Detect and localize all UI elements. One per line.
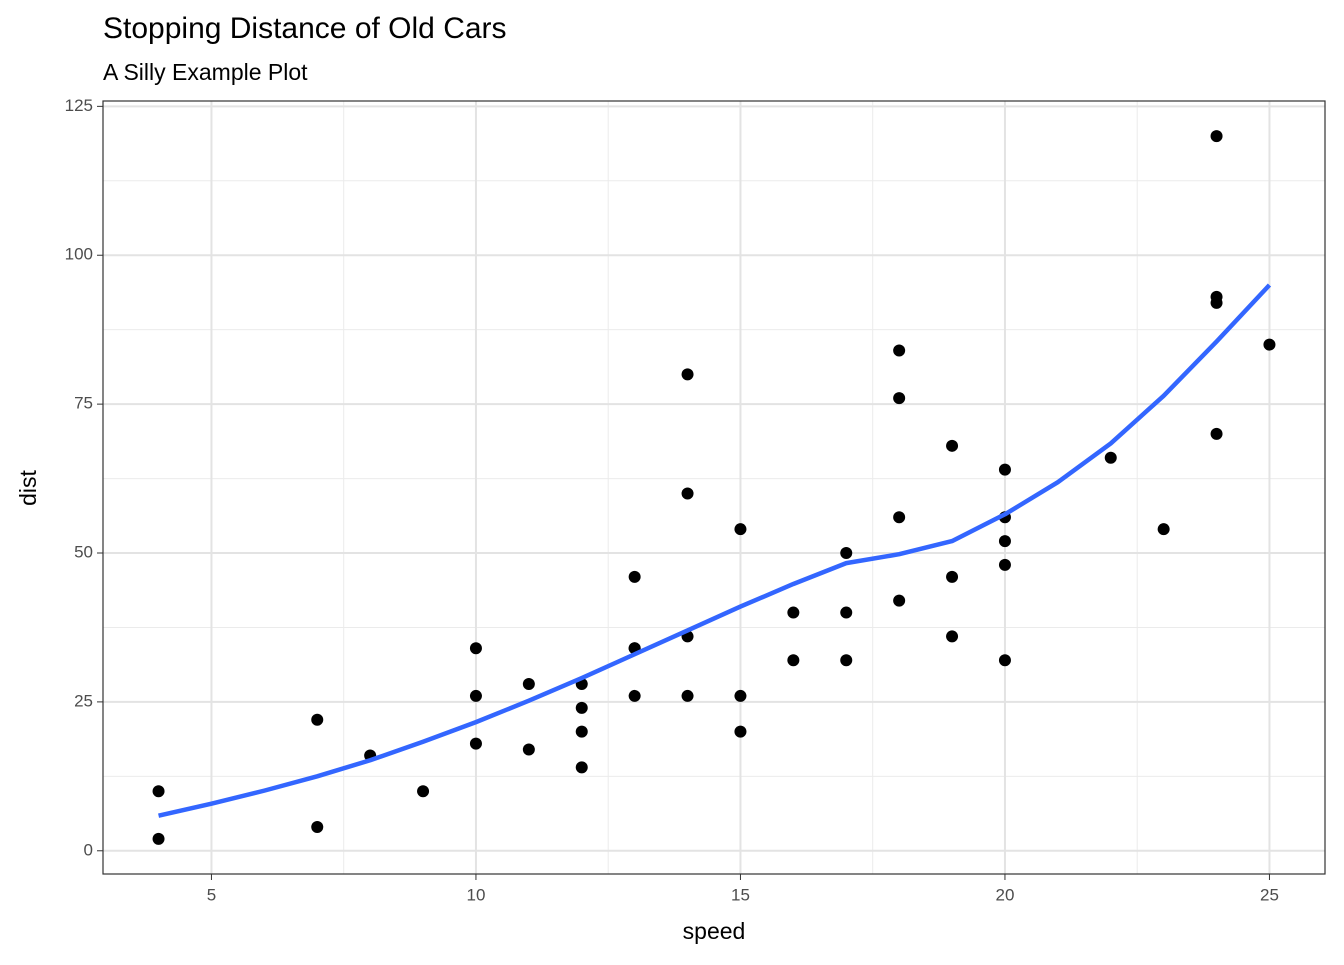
y-axis-title: dist xyxy=(15,469,41,505)
point xyxy=(734,523,747,536)
y-tick-label: 25 xyxy=(74,691,93,710)
point xyxy=(893,392,906,405)
point xyxy=(840,654,853,667)
point xyxy=(998,463,1011,476)
point xyxy=(946,570,959,583)
point xyxy=(522,678,535,691)
point xyxy=(893,344,906,357)
point xyxy=(311,713,324,726)
y-tick-label: 100 xyxy=(65,245,93,264)
point xyxy=(1210,130,1223,143)
point xyxy=(311,820,324,833)
smooth-line xyxy=(158,283,1272,818)
point xyxy=(1210,290,1223,303)
point xyxy=(1210,427,1223,440)
point xyxy=(893,594,906,607)
point xyxy=(1263,338,1276,351)
point xyxy=(787,606,800,619)
point xyxy=(734,689,747,702)
point xyxy=(681,368,694,381)
point xyxy=(152,832,165,845)
y-tick-label: 125 xyxy=(65,96,93,115)
chart-subtitle: A Silly Example Plot xyxy=(103,59,308,85)
x-axis-title: speed xyxy=(683,918,746,944)
point xyxy=(840,547,853,560)
point xyxy=(998,654,1011,667)
point xyxy=(998,535,1011,548)
x-tick-label: 20 xyxy=(995,885,1014,904)
point xyxy=(628,570,641,583)
chart-title: Stopping Distance of Old Cars xyxy=(103,12,507,45)
x-tick-label: 25 xyxy=(1260,885,1279,904)
point xyxy=(946,630,959,643)
point xyxy=(417,785,430,798)
point xyxy=(522,743,535,756)
point xyxy=(840,606,853,619)
panel-border xyxy=(102,100,1326,875)
point xyxy=(1157,523,1170,536)
point xyxy=(575,725,588,738)
y-tick-label: 0 xyxy=(84,840,93,859)
point xyxy=(469,642,482,655)
point xyxy=(628,689,641,702)
point xyxy=(998,558,1011,571)
point xyxy=(1104,451,1117,464)
point xyxy=(469,689,482,702)
x-tick-label: 10 xyxy=(466,885,485,904)
point xyxy=(787,654,800,667)
point xyxy=(681,689,694,702)
y-tick-label: 75 xyxy=(74,394,93,413)
point xyxy=(946,439,959,452)
point xyxy=(575,761,588,774)
x-tick-label: 15 xyxy=(731,885,750,904)
point xyxy=(152,785,165,798)
point xyxy=(681,487,694,500)
point xyxy=(893,511,906,524)
point xyxy=(575,701,588,714)
y-tick-label: 50 xyxy=(74,542,93,561)
point xyxy=(469,737,482,750)
point xyxy=(734,725,747,738)
x-tick-label: 5 xyxy=(207,885,216,904)
